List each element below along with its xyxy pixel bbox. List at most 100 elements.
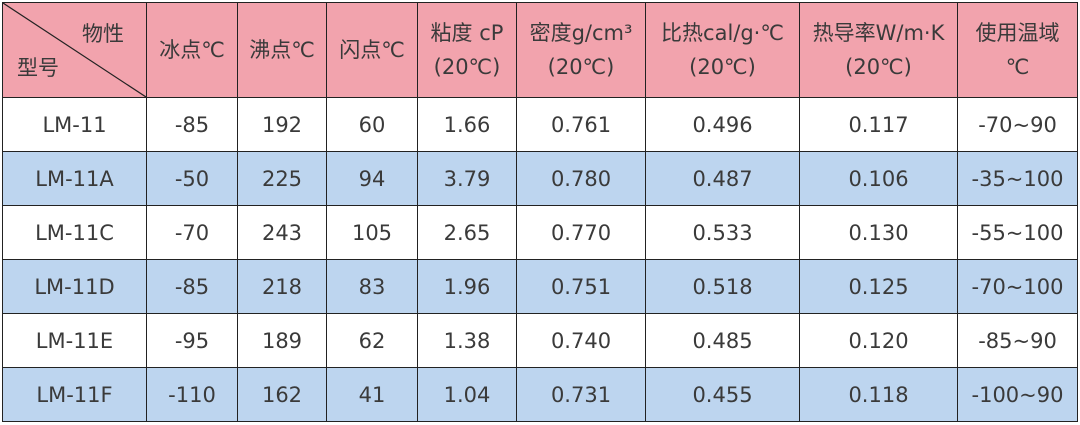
- table-cell: 1.96: [418, 260, 517, 314]
- cell-text: -95: [174, 328, 210, 353]
- cell-text: 1.66: [443, 112, 491, 137]
- cell-text: LM-11F: [36, 382, 113, 407]
- cell-text: 0.496: [692, 112, 753, 137]
- header-text: (20℃): [547, 55, 615, 79]
- table-cell: 0.485: [646, 314, 800, 368]
- table-cell: 62: [327, 314, 418, 368]
- header-text: 粘度 cP: [430, 21, 504, 45]
- cell-text: 0.125: [848, 274, 909, 299]
- header-cell: 粘度 cP (20℃): [418, 2, 517, 98]
- table-cell: 0.125: [800, 260, 958, 314]
- table-cell: -70~90: [958, 98, 1078, 152]
- cell-text: 189: [261, 328, 303, 353]
- cell-text: -70~90: [978, 112, 1057, 137]
- cell-text: 162: [261, 382, 303, 407]
- table-cell: 0.106: [800, 152, 958, 206]
- cell-text: 0.485: [692, 328, 753, 353]
- table-cell: -85~90: [958, 314, 1078, 368]
- table-cell: 0.487: [646, 152, 800, 206]
- table-cell: 83: [327, 260, 418, 314]
- cell-text: 0.780: [550, 166, 612, 191]
- cell-text: LM-11C: [35, 220, 114, 245]
- cell-text: 3.79: [443, 166, 491, 191]
- cell-text: 94: [358, 166, 386, 191]
- table-cell: -70~100: [958, 260, 1078, 314]
- table-cell: 0.118: [800, 368, 958, 422]
- table-cell: 3.79: [418, 152, 517, 206]
- table-cell: 2.65: [418, 206, 517, 260]
- table-cell: -100~90: [958, 368, 1078, 422]
- table-cell: -55~100: [958, 206, 1078, 260]
- cell-text: 1.38: [443, 328, 491, 353]
- cell-text: 0.455: [692, 382, 753, 407]
- cell-text: 218: [261, 274, 303, 299]
- table-cell: 243: [238, 206, 327, 260]
- cell-text: 0.533: [692, 220, 753, 245]
- table-cell: -70: [147, 206, 238, 260]
- table-cell: 1.38: [418, 314, 517, 368]
- cell-text: 0.106: [848, 166, 909, 191]
- table-cell: 0.117: [800, 98, 958, 152]
- cell-text: 41: [358, 382, 386, 407]
- header-cell: 使用温域 ℃: [958, 2, 1078, 98]
- header-text: (20℃): [689, 55, 756, 79]
- header-text: 闪点℃: [339, 38, 405, 62]
- table-cell: 41: [327, 368, 418, 422]
- table-cell: 0.496: [646, 98, 800, 152]
- cell-text: -85~90: [978, 328, 1057, 353]
- table-cell: 0.130: [800, 206, 958, 260]
- cell-text: LM-11D: [34, 274, 115, 299]
- cell-text: 0.518: [692, 274, 753, 299]
- diagonal: [3, 3, 146, 97]
- cell-text: -85: [174, 274, 210, 299]
- table-cell: 0.518: [646, 260, 800, 314]
- cell-text: 83: [358, 274, 386, 299]
- cell-text: 105: [351, 220, 393, 245]
- table-cell: LM-11F: [2, 368, 147, 422]
- cell-text: -55~100: [971, 220, 1064, 245]
- table-cell: 0.740: [517, 314, 646, 368]
- cell-text: LM-11E: [35, 328, 114, 353]
- header-text: 密度g/cm³: [529, 21, 633, 45]
- cell-text: -35~100: [971, 166, 1064, 191]
- cell-text: -85: [174, 112, 210, 137]
- cell-text: 0.751: [550, 274, 612, 299]
- table-cell: -95: [147, 314, 238, 368]
- table-cell: LM-11: [2, 98, 147, 152]
- header-text: 冰点℃: [159, 38, 225, 62]
- table-cell: 0.120: [800, 314, 958, 368]
- table-cell: 0.731: [517, 368, 646, 422]
- table-cell: LM-11C: [2, 206, 147, 260]
- header-cell: 比热cal/g·℃ (20℃): [646, 2, 800, 98]
- corner-cell: 物性 型号: [2, 2, 147, 98]
- cell-text: -100~90: [971, 382, 1064, 407]
- cell-text: -50: [174, 166, 210, 191]
- cell-text: 0.130: [848, 220, 909, 245]
- cell-text: 0.487: [692, 166, 753, 191]
- table-cell: 189: [238, 314, 327, 368]
- table-cell: 162: [238, 368, 327, 422]
- header-cell: 闪点℃: [327, 2, 418, 98]
- table-cell: 60: [327, 98, 418, 152]
- table-cell: -35~100: [958, 152, 1078, 206]
- cell-text: 1.04: [443, 382, 491, 407]
- corner-label: 物性: [82, 22, 124, 46]
- cell-text: 0.117: [848, 112, 909, 137]
- table-cell: -85: [147, 98, 238, 152]
- table-cell: LM-11D: [2, 260, 147, 314]
- header-text: 热导率W/m·K: [812, 21, 945, 45]
- cell-text: 0.770: [550, 220, 612, 245]
- table-cell: 192: [238, 98, 327, 152]
- cell-text: 2.65: [443, 220, 491, 245]
- cell-text: -70~100: [971, 274, 1064, 299]
- cell-text: 0.740: [550, 328, 612, 353]
- table-cell: 218: [238, 260, 327, 314]
- table-cell: LM-11A: [2, 152, 147, 206]
- cell-text: -70: [174, 220, 210, 245]
- table-cell: 0.455: [646, 368, 800, 422]
- table-cell: -50: [147, 152, 238, 206]
- header-cell: 沸点℃: [238, 2, 327, 98]
- header-text: 比热cal/g·℃: [661, 21, 784, 45]
- corner-label: 型号: [17, 56, 59, 80]
- cell-text: 243: [261, 220, 303, 245]
